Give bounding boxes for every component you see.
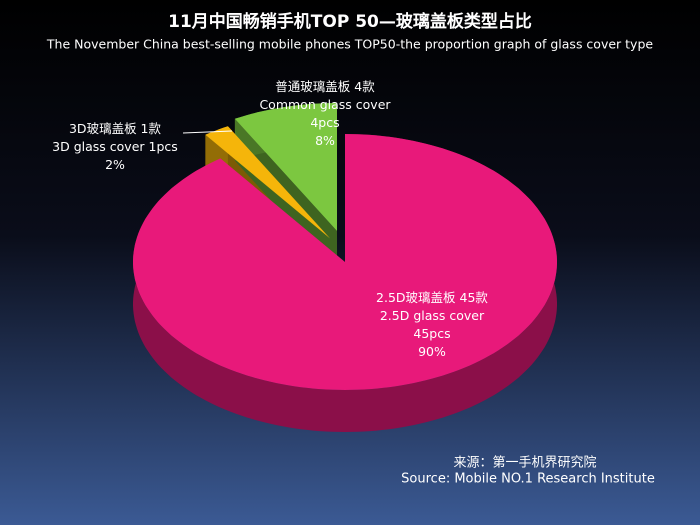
- slice-label: 3D玻璃盖板 1款: [69, 121, 162, 136]
- slice-label-part: 普通玻璃盖板 4款: [275, 79, 375, 94]
- slice-label: 90%: [418, 344, 446, 359]
- slice-label-part: 3D玻璃盖板 1款: [69, 121, 162, 136]
- source: Source: Mobile NO.1 Research Institute: [401, 472, 655, 487]
- slice: [205, 126, 330, 239]
- slice-label-part: 2%: [105, 157, 125, 172]
- slice-label: 2.5D glass cover: [380, 308, 485, 323]
- slice-label: 45pcs: [413, 326, 450, 341]
- slice-label-part: 8%: [315, 133, 335, 148]
- slice-label-part: 3D glass cover: [52, 139, 145, 154]
- slice-label-part: 1pcs: [149, 139, 178, 154]
- slice-label-part: 45pcs: [413, 326, 450, 341]
- slice-label: Common glass cover: [259, 97, 391, 112]
- slice-label-part: 2.5D玻璃盖板 45款: [376, 290, 488, 305]
- source-cn: 来源：第一手机界研究院: [453, 456, 596, 471]
- slice-label: 3D glass cover 1pcs: [52, 139, 178, 154]
- slice: [133, 134, 557, 390]
- slice-label: 8%: [315, 133, 335, 148]
- slice: [234, 103, 337, 231]
- slice-label-part: 90%: [418, 344, 446, 359]
- slice-label-part: 4pcs: [310, 115, 339, 130]
- slice-label: 2%: [105, 157, 125, 172]
- slice-label-part: Common glass cover: [259, 97, 391, 112]
- slice-label: 4pcs: [310, 115, 339, 130]
- slice-label: 普通玻璃盖板 4款: [275, 79, 375, 94]
- leader-line: [182, 130, 233, 134]
- chart-title: 11月中国畅销手机TOP 50—玻璃盖板类型占比: [168, 11, 532, 32]
- slice-label: 2.5D玻璃盖板 45款: [376, 290, 488, 305]
- slice-label-part: 2.5D glass cover: [380, 308, 485, 323]
- chart-subtitle: The November China best-selling mobile p…: [46, 37, 653, 52]
- pie: [133, 103, 557, 432]
